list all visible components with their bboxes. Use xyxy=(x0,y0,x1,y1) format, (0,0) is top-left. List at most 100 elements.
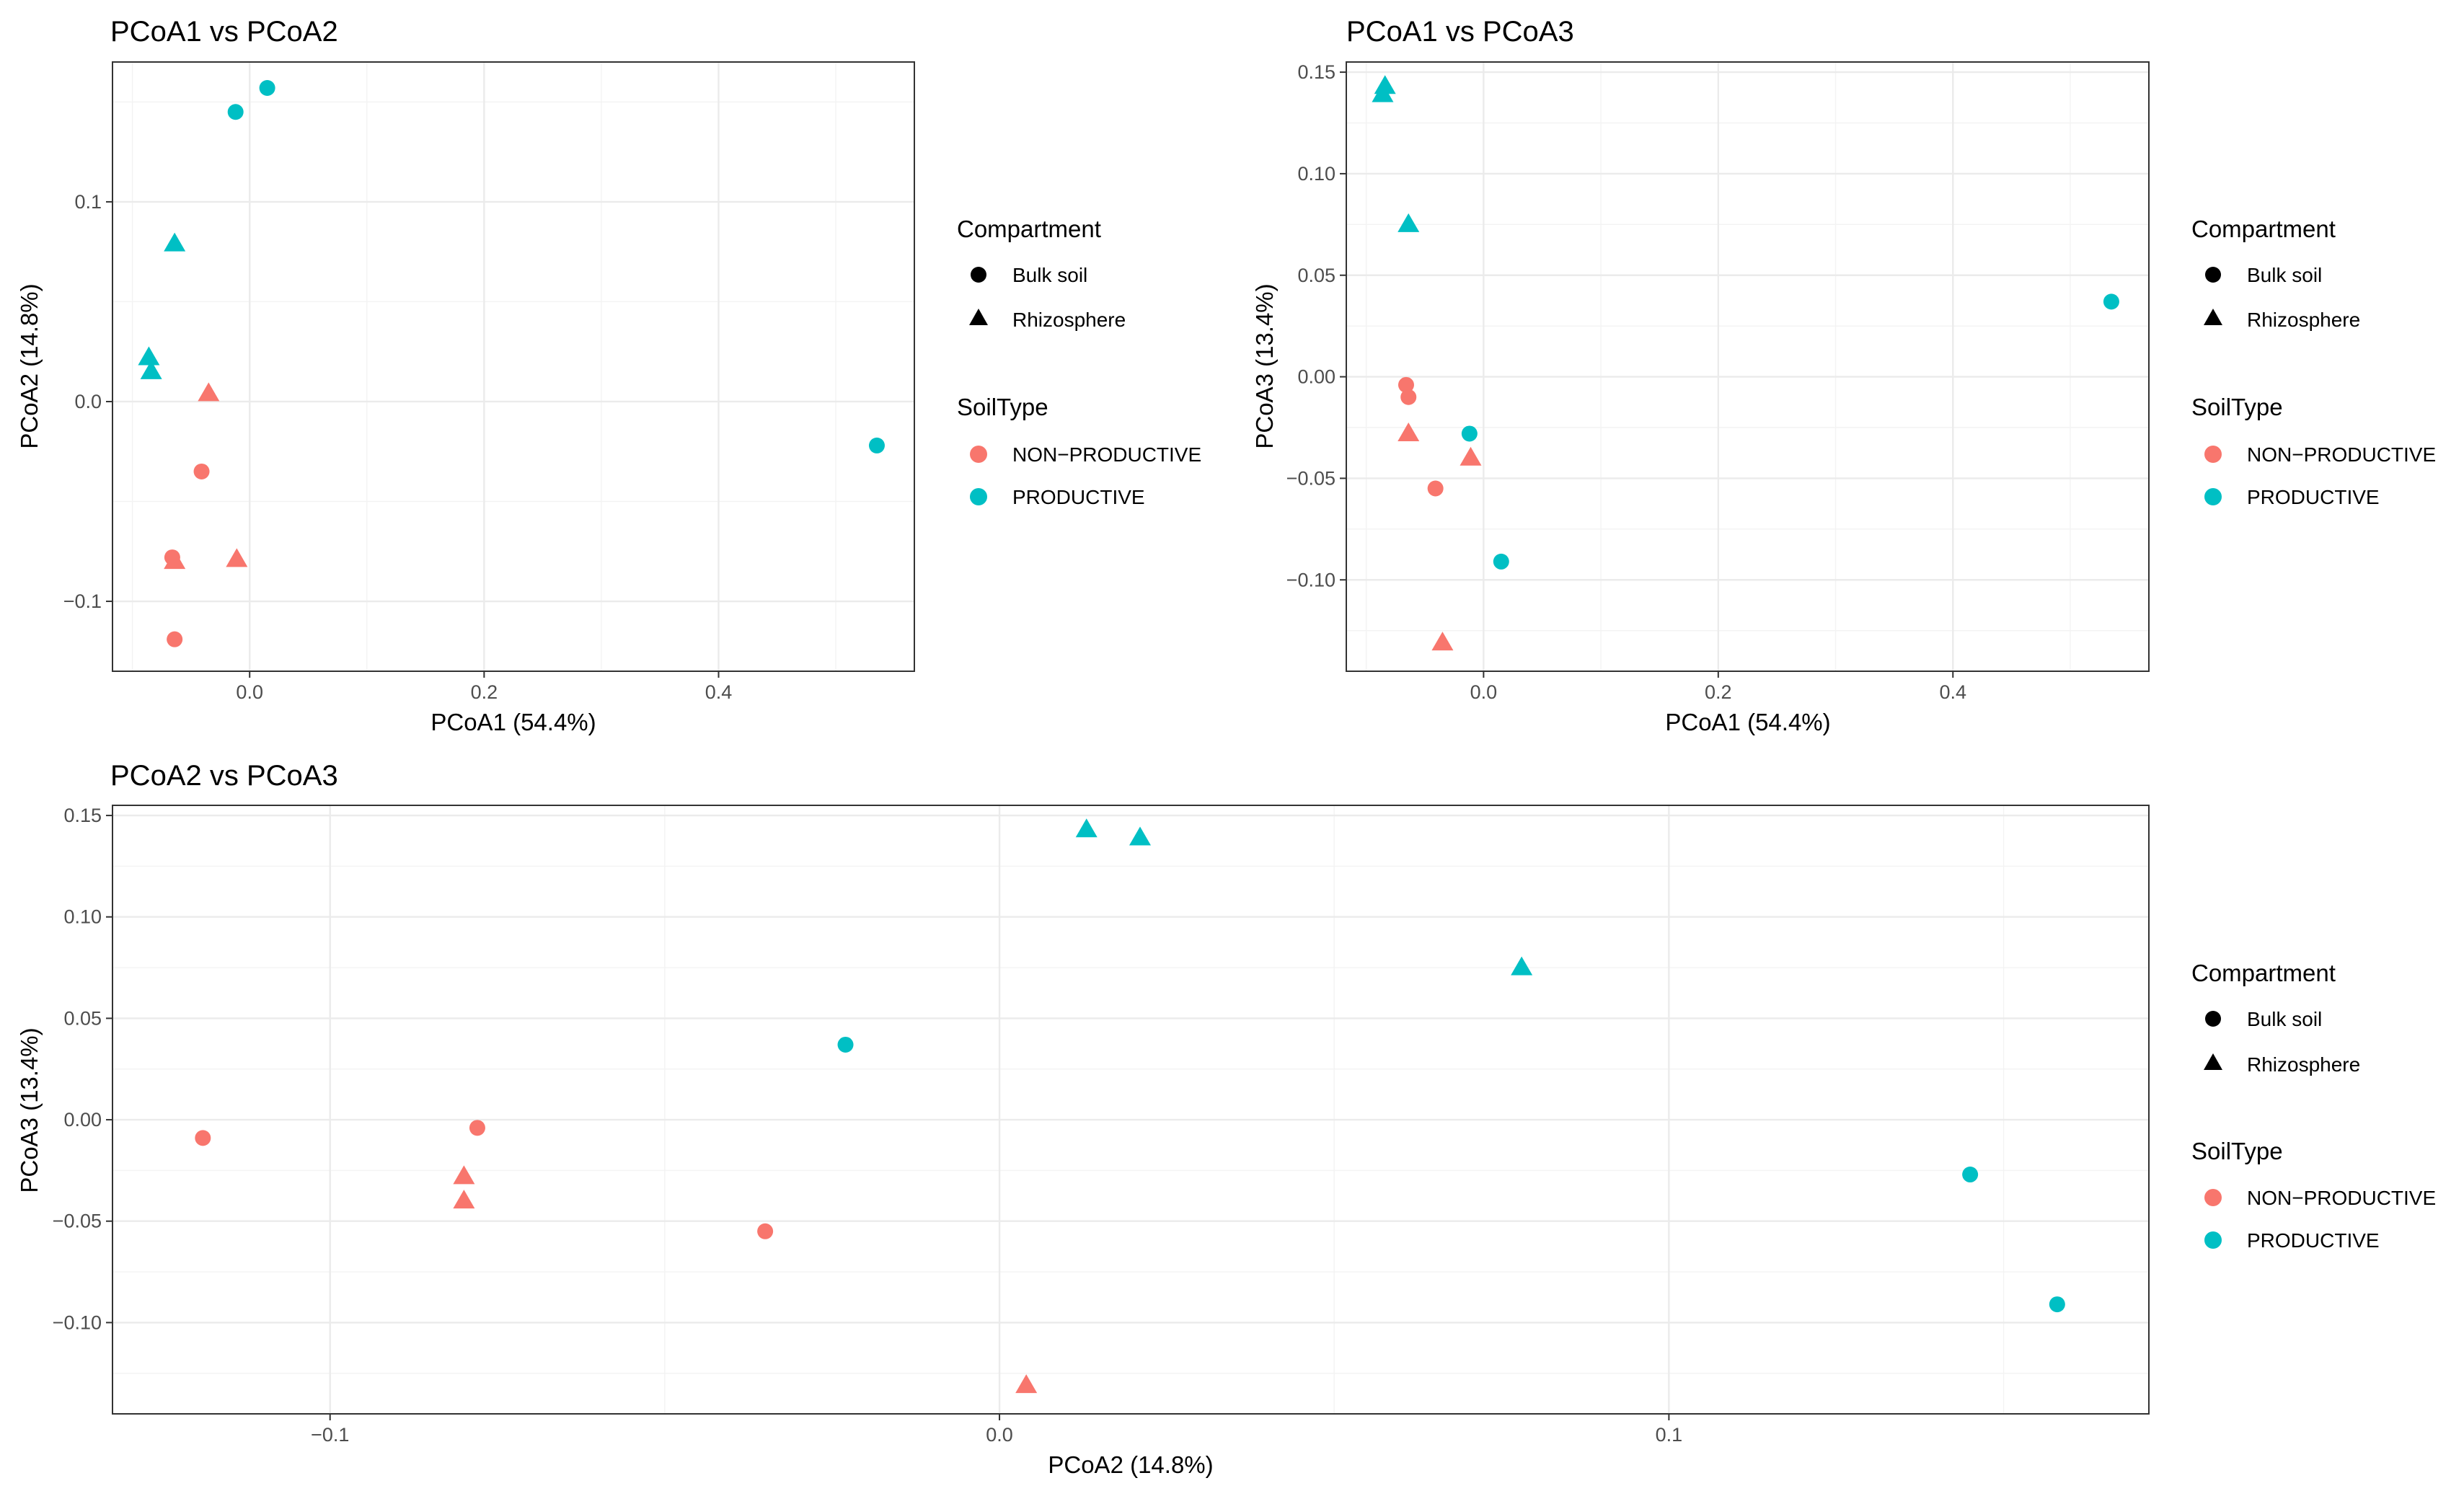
y-tick-label: −0.05 xyxy=(53,1211,102,1232)
point-productive-rhizosphere xyxy=(1129,826,1151,846)
legend-bulk-soil-label: Bulk soil xyxy=(1012,264,1087,286)
point-non-productive-rhizosphere xyxy=(453,1165,475,1185)
point-productive-bulk-soil xyxy=(227,104,244,120)
legend-rhizosphere-label: Rhizosphere xyxy=(2247,309,2360,331)
legend-circle-icon xyxy=(2205,267,2221,283)
panel-1-title: PCoA1 vs PCoA2 xyxy=(110,16,338,48)
point-non-productive-bulk-soil xyxy=(1400,389,1417,405)
legend-productive-swatch xyxy=(970,488,987,505)
legend-soiltype-title: SoilType xyxy=(2191,1138,2283,1164)
legend-non-productive-label: NON−PRODUCTIVE xyxy=(1012,443,1201,466)
point-productive-rhizosphere xyxy=(138,346,160,366)
legend-productive-label: PRODUCTIVE xyxy=(2247,1229,2380,1252)
x-tick-label: 0.4 xyxy=(705,681,733,703)
point-productive-rhizosphere xyxy=(164,232,186,252)
legend-non-productive-swatch xyxy=(970,446,987,463)
panel-2-border xyxy=(1346,61,2150,672)
x-tick-label: −0.1 xyxy=(311,1424,349,1446)
point-productive-bulk-soil xyxy=(1493,553,1509,570)
point-productive-bulk-soil xyxy=(868,437,885,454)
point-non-productive-rhizosphere xyxy=(453,1190,475,1209)
point-non-productive-rhizosphere xyxy=(1397,422,1420,441)
legend-soiltype-title: SoilType xyxy=(957,394,1048,420)
point-productive-rhizosphere xyxy=(1372,83,1394,102)
legend-soiltype-title: SoilType xyxy=(2191,394,2283,420)
panel-pcoa1-vs-pcoa3: PCoA1 vs PCoA3 0.0 0.2 0.4 −0.10 −0.05 0.00 0.… xyxy=(1251,16,2436,735)
legend-circle-icon xyxy=(2205,1011,2221,1027)
y-tick-label: 0.05 xyxy=(1297,265,1335,286)
legend-compartment-title: Compartment xyxy=(2191,960,2336,986)
x-tick-label: 0.0 xyxy=(236,681,263,703)
legend-productive-swatch xyxy=(2204,1231,2222,1249)
panel-3-legend: Compartment Bulk soil Rhizosphere SoilTy… xyxy=(2191,960,2436,1252)
panel-3-x-axis-title: PCoA2 (14.8%) xyxy=(1048,1451,1213,1478)
panel-1-x-axis-title: PCoA1 (54.4%) xyxy=(430,709,596,735)
point-non-productive-bulk-soil xyxy=(757,1223,774,1239)
point-non-productive-bulk-soil xyxy=(167,631,183,647)
panel-3-title: PCoA2 vs PCoA3 xyxy=(110,760,338,792)
point-productive-bulk-soil xyxy=(2103,293,2119,310)
point-productive-rhizosphere xyxy=(140,360,162,379)
point-non-productive-rhizosphere xyxy=(1431,632,1454,651)
legend-bulk-soil-label: Bulk soil xyxy=(2247,264,2322,286)
point-non-productive-rhizosphere xyxy=(226,548,248,567)
x-tick-label: 0.0 xyxy=(986,1424,1013,1446)
point-non-productive-bulk-soil xyxy=(193,463,210,479)
point-productive-bulk-soil xyxy=(2049,1296,2065,1313)
x-tick-label: 0.1 xyxy=(1656,1424,1683,1446)
panel-2-y-axis-title: PCoA3 (13.4%) xyxy=(1251,283,1278,448)
y-tick-label: −0.1 xyxy=(63,590,102,612)
point-productive-rhizosphere xyxy=(1075,818,1098,838)
legend-triangle-icon xyxy=(969,309,988,325)
point-non-productive-bulk-soil xyxy=(1427,480,1444,497)
y-tick-label: 0.00 xyxy=(63,1109,102,1131)
legend-compartment-title: Compartment xyxy=(957,216,1101,242)
x-tick-label: 0.2 xyxy=(471,681,498,703)
panel-1-border xyxy=(112,61,915,672)
legend-non-productive-swatch xyxy=(2204,1189,2222,1206)
legend-non-productive-swatch xyxy=(2204,446,2222,463)
y-tick-label: 0.1 xyxy=(74,191,102,213)
legend-productive-swatch xyxy=(2204,488,2222,505)
point-non-productive-rhizosphere xyxy=(164,550,186,570)
point-productive-bulk-soil xyxy=(1962,1167,1979,1183)
legend-non-productive-label: NON−PRODUCTIVE xyxy=(2247,1187,2436,1209)
point-productive-rhizosphere xyxy=(1511,956,1533,975)
x-tick-label: 0.0 xyxy=(1470,681,1498,703)
legend-rhizosphere-label: Rhizosphere xyxy=(1012,309,1126,331)
panel-3-border xyxy=(112,805,2150,1415)
panel-3-plot-area xyxy=(112,805,2150,1415)
legend-bulk-soil-label: Bulk soil xyxy=(2247,1008,2322,1030)
legend-circle-icon xyxy=(971,267,986,283)
point-productive-bulk-soil xyxy=(1461,425,1478,442)
panel-pcoa1-vs-pcoa2: PCoA1 vs PCoA2 0.0 0.2 0.4 −0.1 0.0 0.1 PCoA1… xyxy=(16,16,1201,735)
panel-2-plot-area xyxy=(1346,61,2150,672)
y-tick-label: 0.15 xyxy=(63,805,102,826)
legend-productive-label: PRODUCTIVE xyxy=(2247,486,2380,508)
panel-2-legend: Compartment Bulk soil Rhizosphere SoilTy… xyxy=(2191,216,2436,508)
panel-1-plot-area xyxy=(112,61,915,672)
legend-triangle-icon xyxy=(2204,1053,2222,1070)
point-non-productive-bulk-soil xyxy=(469,1120,485,1136)
y-tick-label: −0.10 xyxy=(1286,569,1335,590)
y-tick-label: 0.05 xyxy=(63,1007,102,1029)
panel-2-title: PCoA1 vs PCoA3 xyxy=(1346,16,1574,48)
point-non-productive-rhizosphere xyxy=(1015,1374,1038,1394)
panel-pcoa2-vs-pcoa3: PCoA2 vs PCoA3 −0.1 0.0 0.1 −0.10 −0.05 0.00 0… xyxy=(16,760,2436,1478)
y-tick-label: 0.10 xyxy=(63,906,102,928)
panel-3-y-axis-title: PCoA3 (13.4%) xyxy=(16,1027,43,1193)
legend-triangle-icon xyxy=(2204,309,2222,325)
x-tick-label: 0.4 xyxy=(1939,681,1966,703)
panel-1-y-axis-title: PCoA2 (14.8%) xyxy=(16,283,43,448)
legend-non-productive-label: NON−PRODUCTIVE xyxy=(2247,443,2436,466)
y-tick-label: 0.0 xyxy=(74,391,102,412)
legend-compartment-title: Compartment xyxy=(2191,216,2336,242)
legend-productive-label: PRODUCTIVE xyxy=(1012,486,1145,508)
y-tick-label: 0.10 xyxy=(1297,163,1335,185)
point-productive-bulk-soil xyxy=(259,80,275,97)
point-non-productive-rhizosphere xyxy=(1460,446,1482,466)
legend-rhizosphere-label: Rhizosphere xyxy=(2247,1053,2360,1076)
y-tick-label: −0.10 xyxy=(53,1311,102,1333)
point-non-productive-bulk-soil xyxy=(1397,376,1414,393)
point-productive-rhizosphere xyxy=(1397,213,1420,232)
